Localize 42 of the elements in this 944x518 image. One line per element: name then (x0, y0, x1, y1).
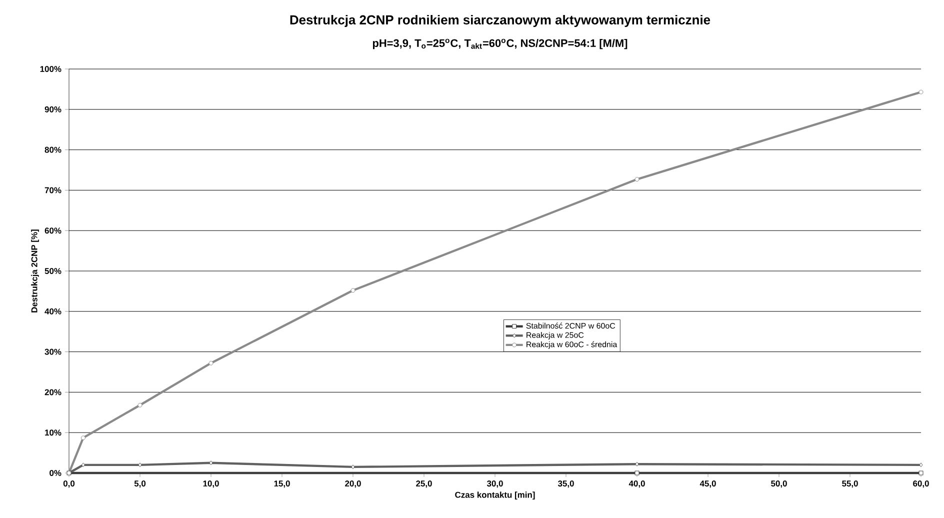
x-tick-label: 55,0 (842, 480, 858, 488)
y-tick-label: 50% (44, 268, 62, 274)
y-tick-label: 0% (50, 470, 62, 476)
x-tick-label: 10,0 (203, 480, 219, 488)
point (80, 436, 86, 440)
x-tick-label: 0,0 (63, 480, 75, 488)
x-tick-label: 60,0 (913, 480, 929, 488)
y-axis-title: Destrukcja 2CNP [%] (31, 230, 39, 312)
point (634, 470, 640, 476)
point (918, 470, 924, 476)
y-tick-label: 30% (44, 348, 62, 355)
point (635, 462, 639, 466)
y-tick-label: 70% (44, 187, 62, 194)
y-tick-label: 100% (40, 66, 62, 72)
x-tick-label: 25,0 (416, 480, 432, 488)
y-tick-label: 80% (44, 146, 62, 153)
x-tick-label: 15,0 (274, 480, 290, 488)
y-tick-label: 20% (44, 389, 62, 396)
point (918, 90, 924, 94)
x-tick-label: 45,0 (700, 480, 716, 488)
y-tick-label: 90% (44, 106, 62, 112)
x-axis-title: Czas kontaktu [min] (455, 492, 535, 500)
point (634, 177, 640, 182)
chart-title: Destrukcja 2CNP rodnikiem siarczanowym aktywowanym termicznie (290, 14, 710, 28)
text: pH=3,9, T$_{o}$=25$^{o}$C, T$_{akt}$=60$^{o}$C, NS/2CNP=54:1 [M/M] (372, 38, 628, 50)
x-tick-label: 30,0 (486, 480, 503, 488)
point (209, 460, 213, 466)
point (350, 288, 356, 293)
x-tick-label: 20,0 (345, 480, 361, 488)
x-tick-label: 35,0 (558, 480, 574, 488)
y-tick-label: 40% (44, 308, 62, 314)
point (138, 402, 142, 408)
point (919, 462, 923, 468)
y-tick-label: 10% (45, 430, 62, 436)
point (81, 462, 85, 468)
x-tick-label: 50,0 (771, 480, 787, 488)
point (208, 360, 214, 366)
y-tick-label: 60% (44, 228, 62, 234)
point (351, 464, 355, 470)
x-tick-label: 40,0 (628, 480, 645, 488)
x-tick-label: 5,0 (134, 480, 146, 488)
point (138, 462, 142, 468)
